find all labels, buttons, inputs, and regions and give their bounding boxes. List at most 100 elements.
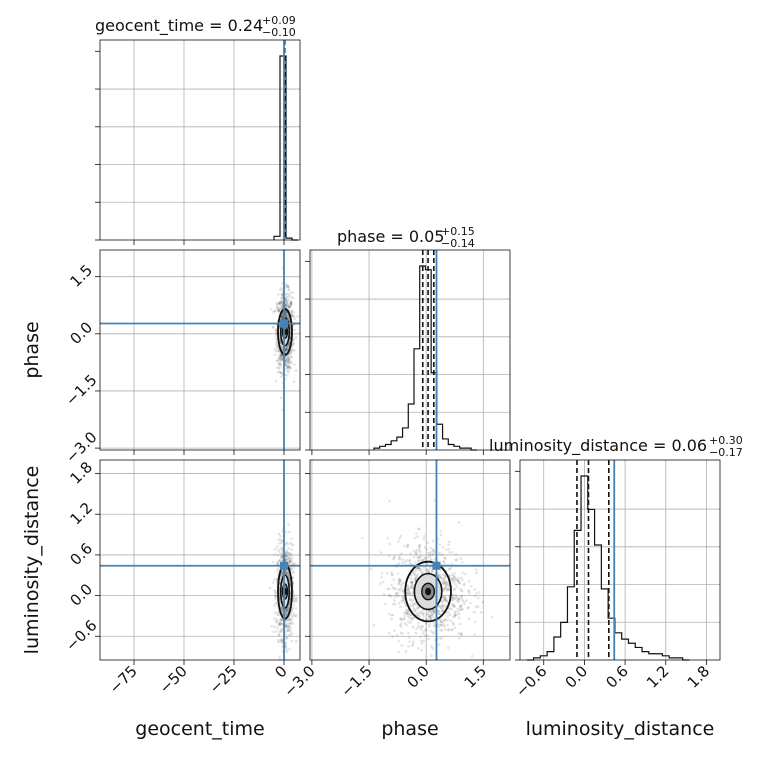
scatter-point: [424, 628, 428, 631]
scatter-point: [447, 628, 451, 631]
scatter-point: [280, 553, 284, 557]
scatter-point: [409, 598, 413, 602]
scatter-point: [455, 599, 459, 603]
scatter-point: [288, 633, 291, 637]
scatter-point: [404, 604, 408, 608]
scatter-point: [418, 544, 421, 547]
scatter-point: [418, 556, 421, 559]
scatter-point: [279, 618, 283, 622]
scatter-point: [284, 349, 288, 353]
scatter-point: [397, 579, 401, 583]
scatter-point: [417, 606, 420, 609]
scatter-point: [408, 616, 411, 620]
scatter-point: [291, 343, 295, 346]
scatter-point: [285, 612, 288, 616]
scatter-point: [460, 576, 463, 580]
scatter-point: [276, 569, 280, 573]
scatter-point: [447, 543, 450, 547]
scatter-point: [412, 603, 415, 606]
scatter-point: [409, 586, 413, 590]
scatter-point: [379, 582, 382, 585]
scatter-point: [406, 609, 409, 612]
scatter-point: [286, 374, 289, 377]
scatter-point: [439, 576, 443, 579]
scatter-point: [291, 543, 295, 547]
scatter-point: [417, 614, 421, 618]
scatter-point: [278, 623, 282, 626]
scatter-point: [289, 303, 292, 307]
scatter-point: [442, 582, 446, 585]
scatter-point: [284, 613, 288, 617]
scatter-point: [406, 543, 410, 547]
scatter-point: [277, 538, 280, 542]
scatter-point: [416, 527, 420, 530]
scatter-point: [278, 655, 281, 658]
scatter-point: [397, 540, 400, 543]
panel-content-luminosity_distance_vs_geocent_time: [100, 460, 300, 660]
scatter-point: [278, 558, 282, 561]
scatter-point: [280, 357, 284, 361]
contour-level-1: [277, 308, 293, 356]
scatter-point: [412, 555, 416, 559]
scatter-point: [276, 362, 280, 366]
scatter-point: [278, 551, 282, 554]
scatter-point: [420, 648, 423, 652]
scatter-point: [284, 346, 288, 350]
panels-layer: −0.6 0.0 0.6 1.2 1.8 −3.0 −1.5 0.0 1.5 −75 −50 −25 0…: [62, 39, 721, 701]
panel-2d-luminosity_distance_vs_geocent_time: −75 −50 −25 0−0.60.00.61.21.8: [62, 458, 301, 697]
scatter-point: [286, 365, 290, 369]
scatter-point: [286, 609, 289, 613]
scatter-point: [440, 606, 443, 610]
scatter-point: [416, 614, 420, 617]
scatter-point: [288, 305, 291, 309]
scatter-point: [419, 568, 423, 571]
scatter-point: [287, 556, 290, 559]
scatter-point: [285, 315, 288, 319]
scatter-point: [461, 599, 465, 603]
scatter-point: [289, 552, 293, 556]
scatter-point: [429, 614, 433, 618]
scatter-point: [440, 623, 443, 627]
scatter-point: [287, 560, 291, 564]
scatter-point: [277, 559, 281, 563]
scatter-point: [461, 571, 464, 574]
scatter-point: [293, 317, 296, 321]
scatter-point: [426, 541, 429, 544]
scatter-point: [410, 586, 414, 589]
x-tick-label-geocent_time: −50: [156, 662, 191, 697]
scatter-point: [284, 312, 288, 316]
scatter-point: [427, 615, 431, 619]
scatter-point: [442, 595, 445, 599]
scatter-point: [280, 356, 284, 360]
scatter-point: [402, 598, 405, 601]
scatter-point: [288, 360, 291, 364]
scatter-point: [275, 630, 278, 633]
scatter-point: [438, 612, 441, 615]
scatter-point: [443, 575, 447, 578]
scatter-point: [285, 611, 288, 614]
scatter-point: [287, 628, 290, 631]
scatter-point: [429, 629, 433, 633]
scatter-point: [407, 587, 410, 591]
scatter-point: [400, 644, 403, 647]
scatter-point: [405, 611, 408, 615]
scatter-point: [287, 357, 291, 360]
scatter-point: [280, 316, 284, 319]
y-tick-label-luminosity_distance: 0.0: [66, 580, 96, 610]
title-phase-plus: +0.15: [441, 225, 475, 238]
scatter-point: [432, 624, 436, 627]
scatter-point: [405, 587, 409, 591]
scatter-point: [414, 631, 418, 635]
scatter-point: [388, 554, 391, 558]
scatter-point: [448, 550, 451, 554]
scatter-point: [389, 595, 393, 598]
scatter-point: [401, 632, 404, 635]
scatter-point: [452, 623, 455, 626]
scatter-point: [280, 638, 283, 641]
scatter-point: [291, 571, 294, 574]
scatter-point: [279, 342, 283, 346]
scatter-point: [423, 534, 426, 538]
scatter-point: [292, 348, 296, 352]
scatter-point: [406, 611, 409, 614]
scatter-point: [287, 344, 290, 347]
